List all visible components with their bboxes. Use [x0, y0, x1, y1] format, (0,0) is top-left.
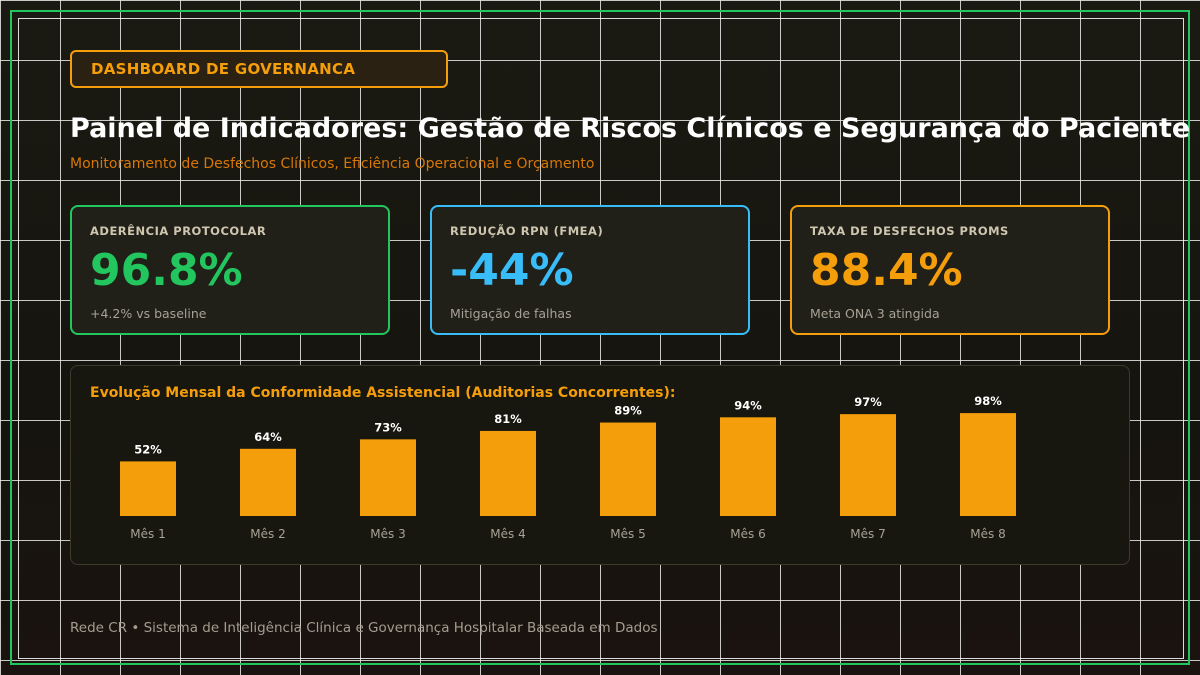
kpi-note: +4.2% vs baseline	[90, 306, 207, 321]
bar-4	[480, 430, 536, 516]
kpi-card-proms-rate: TAXA DE DESFECHOS PROMS 88.4% Meta ONA 3…	[790, 205, 1110, 335]
bar-value-label: 73%	[374, 420, 402, 434]
bar-value-label: 81%	[494, 412, 522, 426]
category-label: Mês 7	[850, 527, 885, 541]
bar-3	[360, 439, 416, 516]
category-label: Mês 1	[130, 527, 165, 541]
kpi-note: Mitigação de falhas	[450, 306, 572, 321]
outer-frame	[10, 10, 1190, 665]
bar-7	[840, 414, 896, 516]
bar-value-label: 64%	[254, 430, 282, 444]
category-label: Mês 4	[490, 527, 525, 541]
page-title: Painel de Indicadores: Gestão de Riscos …	[70, 113, 1191, 144]
kpi-note: Meta ONA 3 atingida	[810, 306, 940, 321]
inner-frame	[18, 18, 1184, 659]
chart-title: Evolução Mensal da Conformidade Assisten…	[90, 385, 676, 401]
bar-8	[960, 413, 1016, 516]
kpi-card-adherence: ADERÊNCIA PROTOCOLAR 96.8% +4.2% vs base…	[70, 205, 390, 335]
bar-value-label: 89%	[614, 404, 642, 418]
kpi-card-rpn-reduction: REDUÇÃO RPN (FMEA) -44% Mitigação de fal…	[430, 205, 750, 335]
bar-1	[120, 461, 176, 516]
bar-chart: 52% Mês 1 64% Mês 2 73% Mês 3 81% Mês 4 89% Mês 5…	[120, 394, 1016, 541]
bar-5	[600, 422, 656, 516]
category-label: Mês 2	[250, 527, 285, 541]
category-label: Mês 8	[970, 527, 1005, 541]
page-subtitle: Monitoramento de Desfechos Clínicos, Efi…	[70, 156, 595, 172]
bar-value-label: 52%	[134, 442, 162, 456]
bar-value-label: 94%	[734, 398, 762, 412]
kpi-value: -44%	[450, 245, 574, 296]
dashboard-tag-label: DASHBOARD DE GOVERNANCA	[91, 60, 356, 78]
bar-6	[720, 417, 776, 516]
kpi-label: ADERÊNCIA PROTOCOLAR	[90, 224, 267, 238]
category-label: Mês 5	[610, 527, 645, 541]
kpi-value: 96.8%	[90, 245, 243, 296]
dashboard-tag: DASHBOARD DE GOVERNANCA	[70, 50, 448, 88]
bar-value-label: 97%	[854, 395, 882, 409]
chart-card: Evolução Mensal da Conformidade Assisten…	[70, 365, 1130, 565]
kpi-value: 88.4%	[810, 245, 963, 296]
bar-2	[240, 448, 296, 516]
kpi-label: REDUÇÃO RPN (FMEA)	[450, 224, 604, 238]
category-label: Mês 6	[730, 527, 765, 541]
kpi-label: TAXA DE DESFECHOS PROMS	[810, 224, 1009, 238]
footer-text: Rede CR • Sistema de Inteligência Clínic…	[70, 620, 658, 636]
category-label: Mês 3	[370, 527, 405, 541]
bar-value-label: 98%	[974, 394, 1002, 408]
